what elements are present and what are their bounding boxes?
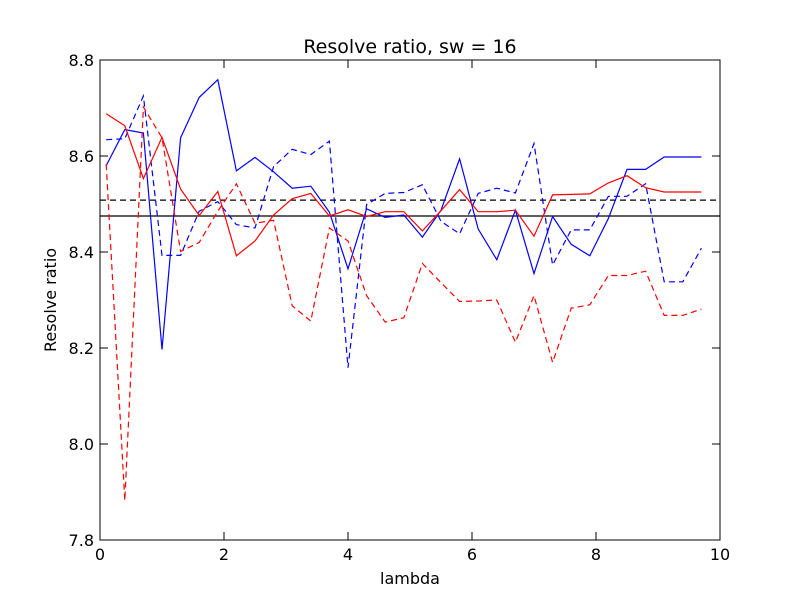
series-line-3 — [105, 113, 702, 257]
series-line-2 — [106, 93, 702, 368]
y-tick-label: 8.4 — [69, 243, 94, 262]
x-axis-label: lambda — [380, 569, 440, 588]
y-axis-label: Resolve ratio — [41, 248, 60, 352]
chart-title: Resolve ratio, sw = 16 — [303, 36, 516, 58]
x-tick-label: 2 — [219, 545, 229, 564]
series-line-1 — [105, 78, 702, 350]
axes-frame — [99, 59, 721, 541]
plot-area — [100, 78, 720, 501]
x-tick-label: 10 — [710, 545, 730, 564]
x-tick-label: 8 — [591, 545, 601, 564]
y-tick-label: 8.6 — [69, 147, 94, 166]
series-line-4 — [105, 105, 702, 501]
axis-ticks: 0 2 4 6 8 10 7.8 8.0 8.2 8.4 8.6 8.8 — [69, 51, 731, 564]
x-tick-label: 4 — [343, 545, 353, 564]
y-tick-label: 8.8 — [69, 51, 94, 70]
y-tick-label: 8.0 — [69, 435, 94, 454]
y-tick-label: 7.8 — [69, 531, 94, 550]
x-tick-label: 6 — [467, 545, 477, 564]
y-tick-label: 8.2 — [69, 339, 94, 358]
x-tick-label: 0 — [95, 545, 105, 564]
